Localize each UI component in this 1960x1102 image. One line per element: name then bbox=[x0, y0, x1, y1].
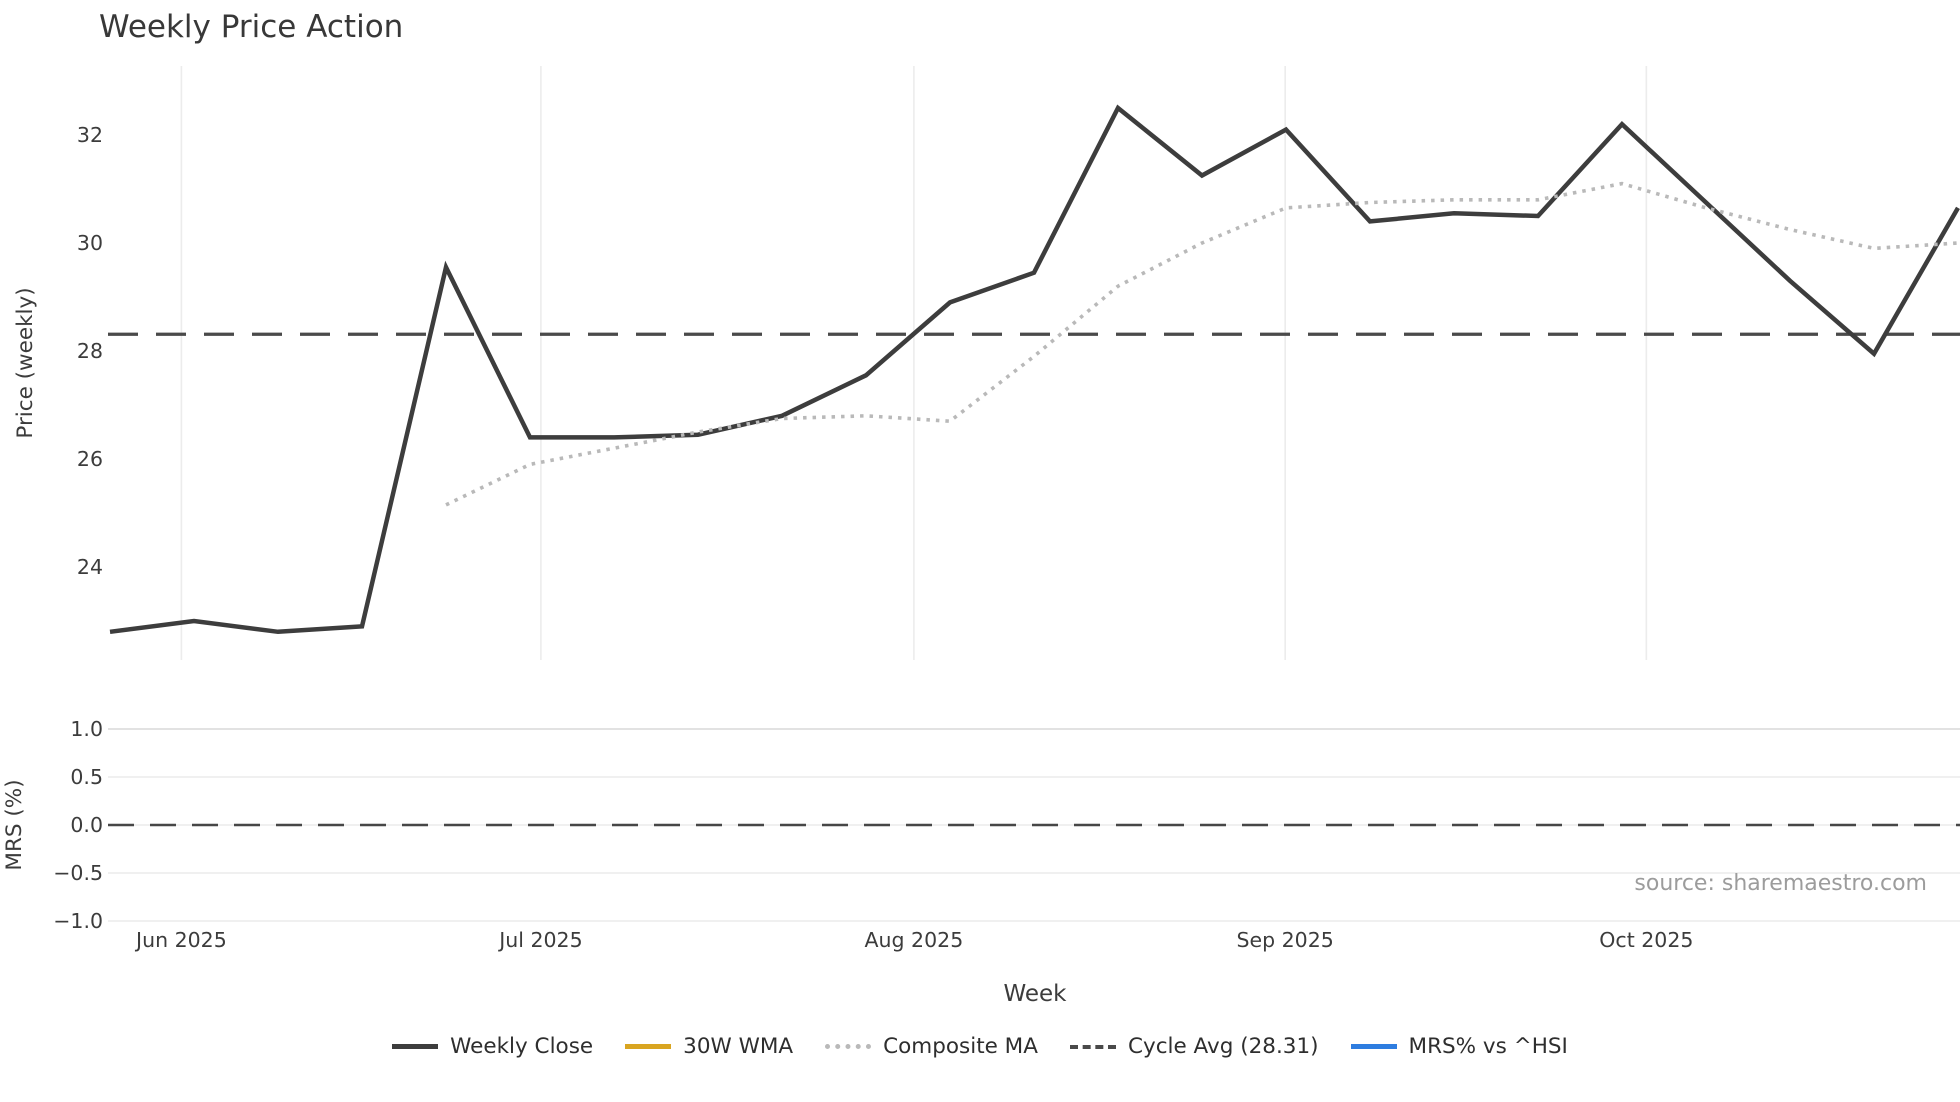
mrs-ytick-labels: 1.0 0.5 0.0 −0.5 −1.0 bbox=[53, 717, 103, 933]
x-tick: Aug 2025 bbox=[865, 928, 964, 952]
price-ytick: 30 bbox=[77, 231, 103, 255]
x-tick: Sep 2025 bbox=[1236, 928, 1333, 952]
source-note: source: sharemaestro.com bbox=[1634, 871, 1927, 896]
legend-swatch-dotted-icon bbox=[825, 1044, 872, 1049]
legend-item: MRS% vs ^HSI bbox=[1350, 1034, 1568, 1059]
legend-swatch-solid-icon bbox=[392, 1044, 439, 1049]
legend-label: Composite MA bbox=[883, 1034, 1038, 1059]
price-ytick: 28 bbox=[77, 339, 103, 363]
mrs-ytick: 0.0 bbox=[70, 813, 103, 837]
mrs-ytick: −1.0 bbox=[53, 909, 103, 933]
mrs-axis-title: MRS (%) bbox=[2, 779, 27, 870]
chart-title: Weekly Price Action bbox=[99, 9, 403, 45]
legend-item: Weekly Close bbox=[392, 1034, 593, 1059]
x-tick-labels: Jun 2025 Jul 2025 Aug 2025 Sep 2025 Oct 2025 bbox=[134, 928, 1693, 952]
mrs-ytick: 1.0 bbox=[70, 717, 103, 741]
x-tick: Jun 2025 bbox=[134, 928, 227, 952]
x-axis-title: Week bbox=[1003, 981, 1067, 1007]
legend-label: 30W WMA bbox=[683, 1034, 794, 1059]
legend-swatch-dashed-icon bbox=[1069, 1044, 1116, 1049]
price-ytick: 24 bbox=[77, 555, 103, 579]
price-axis-title: Price (weekly) bbox=[13, 287, 38, 438]
mrs-ytick: −0.5 bbox=[53, 861, 103, 885]
mrs-gridlines bbox=[108, 728, 1960, 922]
legend-swatch-solid-icon bbox=[1350, 1044, 1397, 1049]
legend-label: MRS% vs ^HSI bbox=[1408, 1034, 1568, 1059]
legend-item: Cycle Avg (28.31) bbox=[1069, 1034, 1319, 1059]
mrs-ytick: 0.5 bbox=[70, 765, 103, 789]
legend-label: Weekly Close bbox=[450, 1034, 594, 1059]
price-series bbox=[109, 104, 1960, 635]
legend-item: 30W WMA bbox=[625, 1034, 793, 1059]
price-ytick: 32 bbox=[77, 123, 103, 147]
price-gridlines bbox=[180, 66, 1648, 660]
legend-item: Composite MA bbox=[825, 1034, 1038, 1059]
legend: Weekly Close 30W WMA Composite MA Cycle Avg… bbox=[0, 1034, 1960, 1059]
price-ytick: 26 bbox=[77, 447, 103, 471]
legend-swatch-solid-icon bbox=[625, 1044, 672, 1049]
price-ytick-labels: 24 26 28 30 32 bbox=[77, 123, 103, 579]
legend-label: Cycle Avg (28.31) bbox=[1127, 1034, 1319, 1059]
x-tick: Jul 2025 bbox=[497, 928, 582, 952]
x-tick: Oct 2025 bbox=[1599, 928, 1693, 952]
